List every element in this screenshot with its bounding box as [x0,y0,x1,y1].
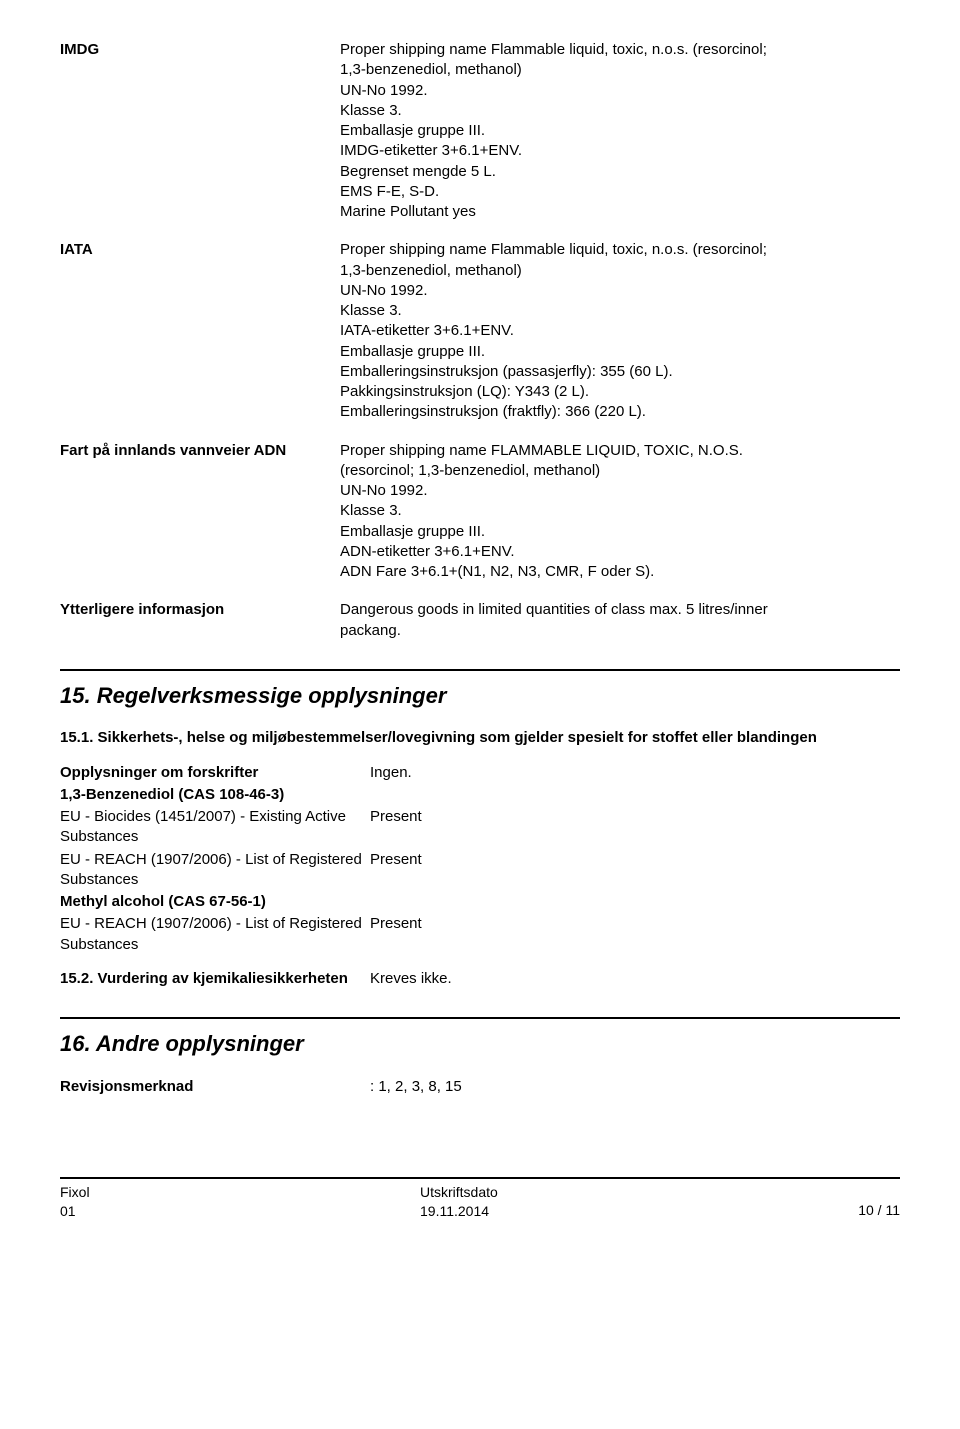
footer-divider [60,1177,900,1179]
reg-row: EU - REACH (1907/2006) - List of Registe… [60,850,900,891]
transport-value: Proper shipping name Flammable liquid, t… [340,40,900,222]
transport-row-additional: Ytterligere informasjon Dangerous goods … [60,600,900,641]
transport-row-iata: IATA Proper shipping name Flammable liqu… [60,240,900,422]
transport-row-imdg: IMDG Proper shipping name Flammable liqu… [60,40,900,222]
reg-row: EU - REACH (1907/2006) - List of Registe… [60,914,900,955]
footer-date: Utskriftsdato 19.11.2014 [340,1183,820,1221]
reg-row: EU - Biocides (1451/2007) - Existing Act… [60,807,900,848]
footer-page-number: 10 / 11 [820,1183,900,1221]
section-15-title: 15. Regelverksmessige opplysninger [60,681,900,711]
section-16-title: 16. Andre opplysninger [60,1029,900,1059]
transport-value: Proper shipping name FLAMMABLE LIQUID, T… [340,441,900,583]
reg-row: 1,3-Benzenediol (CAS 108-46-3) [60,785,900,805]
transport-section: IMDG Proper shipping name Flammable liqu… [60,40,900,641]
footer-product: Fixol 01 [60,1183,340,1221]
regulations-block: Opplysninger om forskrifter Ingen. 1,3-B… [60,763,900,990]
revision-row: Revisjonsmerknad : 1, 2, 3, 8, 15 [60,1077,900,1097]
transport-label: IMDG [60,40,340,222]
transport-label: Fart på innlands vannveier ADN [60,441,340,583]
transport-row-adn: Fart på innlands vannveier ADN Proper sh… [60,441,900,583]
section-divider [60,1017,900,1019]
transport-label: Ytterligere informasjon [60,600,340,641]
page-footer: Fixol 01 Utskriftsdato 19.11.2014 10 / 1… [60,1183,900,1221]
transport-label: IATA [60,240,340,422]
section-15-1-heading: 15.1. Sikkerhets-, helse og miljøbestemm… [60,728,900,748]
reg-row: Methyl alcohol (CAS 67-56-1) [60,892,900,912]
section-15-2-row: 15.2. Vurdering av kjemikaliesikkerheten… [60,969,900,989]
reg-row: Opplysninger om forskrifter Ingen. [60,763,900,783]
section-divider [60,669,900,671]
transport-value: Dangerous goods in limited quantities of… [340,600,900,641]
transport-value: Proper shipping name Flammable liquid, t… [340,240,900,422]
